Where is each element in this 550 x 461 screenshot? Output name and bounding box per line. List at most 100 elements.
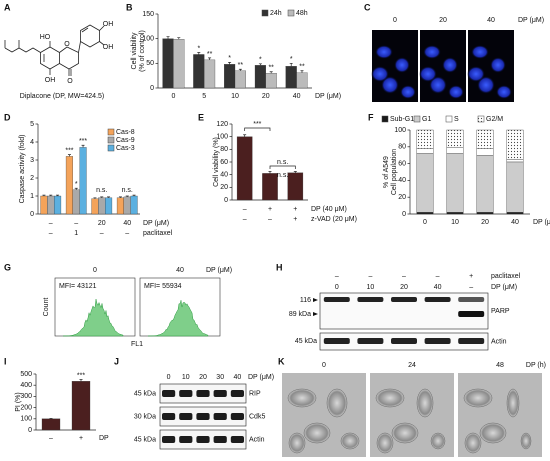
lane-row-label: DP (μM) xyxy=(491,284,517,291)
band xyxy=(458,338,485,344)
y-tick-label: 0 xyxy=(150,85,154,92)
row-label: z-VAD (20 μM) xyxy=(311,216,357,223)
marker-label: 30 kDa xyxy=(134,413,156,420)
lane-label: 0 xyxy=(335,284,339,291)
nucleus xyxy=(448,85,464,99)
band xyxy=(213,436,227,443)
bar-segment xyxy=(416,129,434,149)
error-bar xyxy=(125,195,129,197)
protein-label: Actin xyxy=(491,338,507,345)
bar xyxy=(234,70,246,89)
significance: ** xyxy=(268,65,274,72)
y-tick-label: 2 xyxy=(30,175,34,182)
bar xyxy=(193,54,205,89)
legend-label: Cas-9 xyxy=(116,137,135,144)
lane-row-label: paclitaxel xyxy=(491,273,521,280)
y-axis-label: Cell viability xyxy=(131,32,138,69)
legend-swatch xyxy=(107,144,115,152)
band xyxy=(162,436,176,443)
band xyxy=(357,338,384,344)
y-tick-label: 400 xyxy=(20,382,32,389)
error-bar xyxy=(177,37,181,40)
panel-letter: H xyxy=(276,262,283,272)
band xyxy=(196,436,210,443)
band xyxy=(458,311,485,317)
marker-label: 116 xyxy=(300,297,311,304)
error-bar xyxy=(93,197,97,199)
bar xyxy=(236,136,253,201)
bracket xyxy=(269,165,296,169)
bar xyxy=(105,197,113,215)
error-bar xyxy=(79,379,83,382)
cell xyxy=(479,422,507,444)
legend-swatch xyxy=(445,115,453,123)
bar xyxy=(91,198,99,215)
y-tick-label: 40 xyxy=(398,177,406,184)
y-tick-label: 50 xyxy=(146,60,154,67)
row-cell: + xyxy=(268,206,272,213)
x-tick-label: – xyxy=(49,435,53,442)
bar xyxy=(41,418,61,431)
unit-label: DP (μM) xyxy=(206,267,232,274)
nucleus xyxy=(477,76,495,94)
bar xyxy=(287,172,304,201)
legend-label: G2/M xyxy=(486,116,503,123)
nucleus xyxy=(467,66,485,82)
lane-label: – xyxy=(402,273,406,280)
band xyxy=(230,413,244,420)
panel-letter: G xyxy=(4,262,11,272)
x-tick-label: 5 xyxy=(202,93,206,100)
x-axis-label: DP xyxy=(99,435,109,442)
significance: ** xyxy=(299,64,305,71)
row-cell: – xyxy=(49,230,53,237)
bar xyxy=(123,196,131,215)
significance: * xyxy=(290,56,293,63)
nucleus xyxy=(394,57,410,73)
panel-letter: K xyxy=(278,356,285,366)
x-tick-label: 40 xyxy=(511,219,519,226)
error-bar xyxy=(197,52,201,55)
cell xyxy=(326,388,348,418)
atom-label: OH xyxy=(103,21,114,28)
y-tick-label: 100 xyxy=(142,36,154,43)
x-tick-label: 0 xyxy=(171,93,175,100)
marker-label: 45 kDa xyxy=(134,390,156,397)
bar-segment xyxy=(416,153,434,213)
atom-label: OH xyxy=(103,44,114,51)
error-bar xyxy=(118,196,122,198)
bar xyxy=(173,39,185,89)
significance: *** xyxy=(65,147,73,154)
significance: *** xyxy=(77,372,85,379)
y-tick-label: 1 xyxy=(30,193,34,200)
lane-label: – xyxy=(469,284,473,291)
cell xyxy=(303,422,331,444)
lane-label: 0 xyxy=(167,374,171,381)
bar-segment xyxy=(446,212,464,215)
bar xyxy=(116,197,125,215)
y-tick-label: 100 xyxy=(20,416,32,423)
legend-swatch xyxy=(413,115,421,123)
band xyxy=(196,413,210,420)
legend-swatch xyxy=(261,9,269,17)
y-axis-label: Caspase activity (fold) xyxy=(19,135,26,204)
bar-segment xyxy=(506,161,524,213)
error-bar xyxy=(300,70,304,73)
nucleus xyxy=(490,57,506,73)
panel-letter: B xyxy=(126,2,133,12)
error-bar xyxy=(258,63,262,66)
atom-label: O xyxy=(64,41,70,48)
significance: *** xyxy=(79,138,87,145)
band xyxy=(213,413,227,420)
y-tick-label: 100 xyxy=(394,127,406,134)
row-cell: – xyxy=(125,230,129,237)
error-bar xyxy=(269,71,273,74)
lane-label: 30 xyxy=(216,374,224,381)
nucleus xyxy=(381,76,399,94)
y-tick-label: 5 xyxy=(30,121,34,128)
band xyxy=(357,297,384,302)
y-tick-label: 100 xyxy=(216,134,228,141)
band xyxy=(391,297,417,302)
bar-segment xyxy=(476,148,494,156)
x-tick-label: + xyxy=(79,435,83,442)
